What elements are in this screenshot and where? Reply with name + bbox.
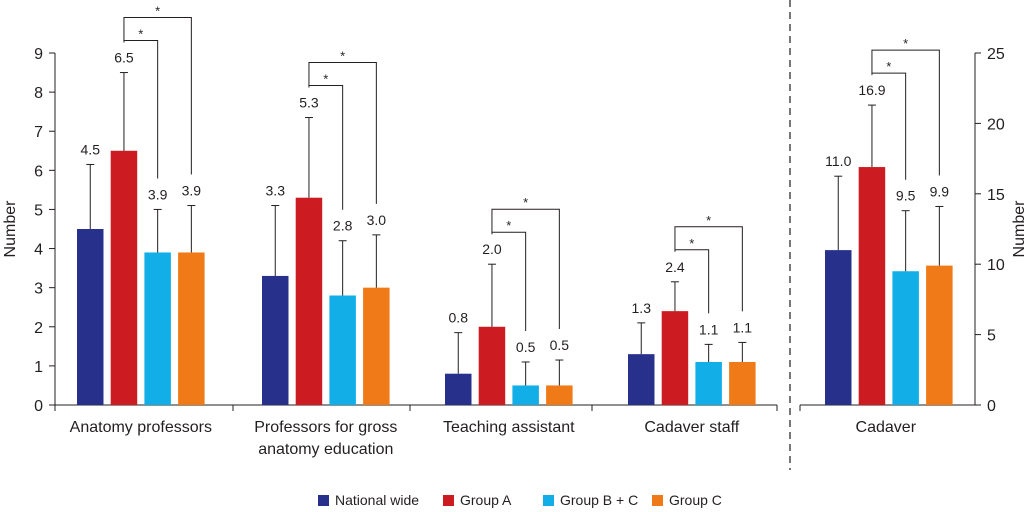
legend-swatch (443, 495, 454, 506)
y-tick-label-left: 9 (34, 46, 43, 63)
bar (445, 373, 472, 405)
significance-layer: * * * * * * * * * * (123, 4, 940, 331)
significance-star: * (155, 4, 160, 19)
significance-bracket (491, 231, 527, 331)
significance-star: * (689, 236, 694, 251)
y-tick-label-right: 10 (987, 257, 1005, 274)
legend-label: Group B + C (560, 492, 638, 508)
category-label: Teaching assistant (443, 419, 575, 436)
bar (628, 354, 655, 405)
value-labels-layer: 4.5 6.5 3.9 3.9 3.3 5.3 2.8 3.0 0.8 2.0 0.5 0.5 1.3 2… (81, 50, 950, 355)
significance-bracket (491, 208, 560, 330)
value-label: 3.9 (148, 186, 168, 202)
value-label: 3.3 (266, 183, 286, 199)
bar (858, 167, 886, 405)
y-tick-label-left: 6 (34, 163, 43, 180)
value-label: 6.5 (114, 50, 134, 66)
significance-star: * (340, 49, 345, 64)
bar (478, 326, 506, 405)
y-tick-label-right: 0 (987, 398, 996, 415)
y-axis-title-right: Number (1011, 200, 1028, 258)
significance-bracket (871, 72, 907, 180)
significance-bracket (123, 40, 159, 179)
value-label: 3.9 (182, 183, 202, 199)
value-label: 1.3 (632, 300, 652, 316)
category-label: Anatomy professors (70, 419, 212, 436)
value-label: 0.8 (449, 310, 469, 326)
legend-swatch (318, 495, 329, 506)
legend: National wide Group A Group B + C Group C (318, 492, 722, 508)
error-bars-layer (86, 72, 944, 386)
bar (178, 252, 205, 405)
bar (110, 150, 138, 405)
value-label: 9.5 (896, 188, 916, 204)
legend-label: Group C (669, 492, 722, 508)
legend-label: National wide (335, 492, 419, 508)
bar (363, 287, 390, 405)
y-tick-label-right: 15 (987, 187, 1005, 204)
y-tick-label-left: 2 (34, 320, 43, 337)
category-label: Cadaver staff (644, 419, 739, 436)
value-label: 3.0 (367, 212, 387, 228)
y-tick-label-right: 20 (987, 116, 1005, 133)
value-label: 16.9 (858, 82, 885, 98)
legend-swatch (652, 495, 663, 506)
category-label: Cadaver (856, 419, 917, 436)
value-label: 2.0 (482, 241, 502, 257)
bar (825, 250, 852, 405)
bar (144, 252, 171, 405)
bar (661, 311, 689, 405)
significance-bracket (308, 62, 377, 204)
significance-bracket (674, 249, 710, 314)
value-label: 9.9 (930, 183, 950, 199)
bar (77, 229, 104, 405)
significance-star: * (886, 59, 891, 74)
category-label: Professors for gross (254, 419, 397, 436)
bar (926, 265, 953, 405)
bar (262, 275, 289, 405)
axes-layer: 0 1 2 3 4 5 6 7 8 9 Number Anatomy professors Profes… (2, 0, 1028, 470)
legend-swatch (543, 495, 554, 506)
value-label: 2.4 (665, 259, 685, 275)
y-tick-label-left: 7 (34, 124, 43, 141)
y-axis-title-left: Number (2, 200, 19, 258)
y-tick-label-left: 4 (34, 242, 43, 259)
value-label: 2.8 (333, 218, 353, 234)
y-tick-label-left: 1 (34, 359, 43, 376)
y-tick-label-right: 25 (987, 46, 1005, 63)
significance-star: * (903, 36, 908, 51)
bar (695, 361, 722, 405)
legend-label: Group A (460, 492, 512, 508)
category-label: anatomy education (258, 441, 393, 458)
value-label: 5.3 (299, 95, 319, 111)
value-label: 1.1 (733, 319, 753, 335)
significance-bracket (123, 17, 192, 175)
y-tick-label-left: 0 (34, 398, 43, 415)
significance-star: * (506, 218, 511, 233)
significance-star: * (323, 72, 328, 87)
bar (329, 295, 356, 405)
y-tick-label-left: 5 (34, 202, 43, 219)
significance-star: * (523, 195, 528, 210)
significance-bracket (308, 85, 344, 210)
value-label: 4.5 (81, 141, 101, 157)
bar (892, 271, 919, 405)
significance-bracket (674, 226, 743, 312)
significance-bracket (871, 49, 940, 176)
bar (512, 385, 539, 405)
bar (729, 361, 756, 405)
significance-star: * (138, 27, 143, 42)
y-tick-label-left: 8 (34, 85, 43, 102)
value-label: 11.0 (825, 153, 851, 169)
bar (546, 385, 573, 405)
bars-layer (77, 150, 953, 405)
bar (295, 197, 323, 405)
y-tick-label-left: 3 (34, 281, 43, 298)
significance-star: * (706, 213, 711, 228)
value-label: 1.1 (699, 321, 719, 337)
y-tick-label-right: 5 (987, 328, 996, 345)
value-label: 0.5 (516, 339, 536, 355)
value-label: 0.5 (550, 337, 570, 353)
